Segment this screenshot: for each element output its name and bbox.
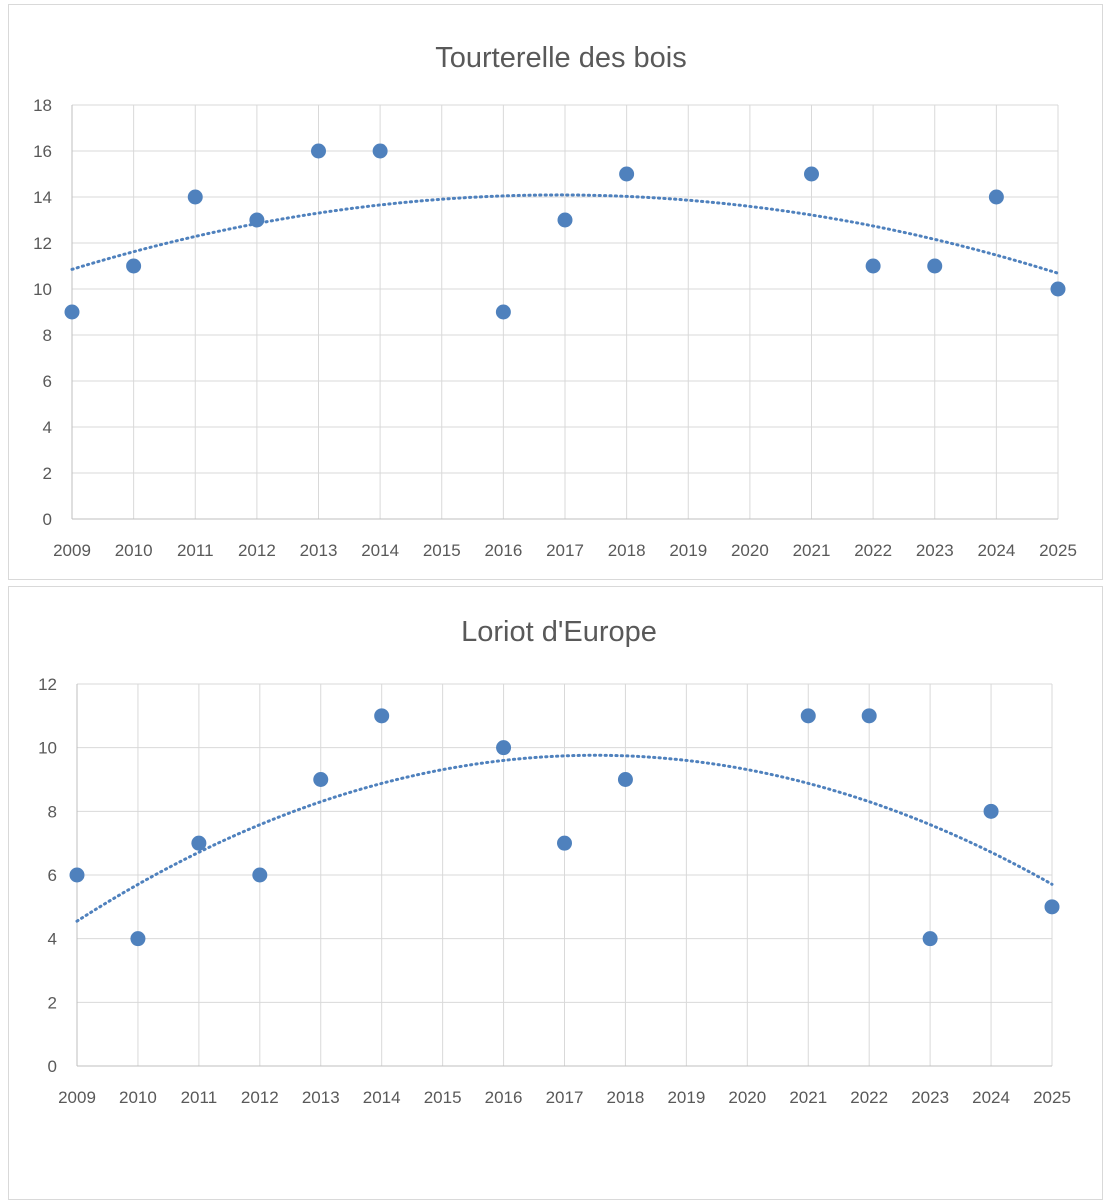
data-point	[800, 708, 816, 724]
x-tick-label: 2011	[177, 541, 214, 560]
data-point	[617, 772, 633, 787]
data-point	[927, 258, 943, 274]
data-point	[495, 304, 511, 320]
y-tick-label: 10	[38, 739, 57, 758]
data-point	[557, 212, 573, 228]
y-tick-label: 0	[43, 510, 52, 529]
x-tick-label: 2014	[363, 1088, 401, 1107]
x-tick-label: 2024	[972, 1088, 1010, 1107]
trendline	[70, 193, 1060, 275]
x-tick-label: 2009	[53, 541, 91, 560]
x-tick-label: 2021	[793, 541, 831, 560]
data-point	[252, 867, 268, 883]
data-point	[861, 708, 877, 724]
y-tick-label: 12	[38, 675, 57, 694]
data-point	[619, 166, 635, 182]
data-point	[126, 258, 142, 274]
data-point	[130, 931, 146, 947]
data-point	[1044, 899, 1060, 915]
x-tick-label: 2023	[916, 541, 954, 560]
trendline	[75, 753, 1054, 923]
x-tick-label: 2025	[1033, 1088, 1071, 1107]
x-tick-label: 2015	[424, 1088, 462, 1107]
y-tick-label: 10	[33, 280, 52, 299]
x-tick-label: 2015	[423, 541, 461, 560]
x-tick-label: 2010	[115, 541, 153, 560]
x-tick-label: 2022	[854, 541, 892, 560]
x-tick-label: 2021	[789, 1088, 827, 1107]
data-point	[496, 740, 512, 756]
data-point	[922, 931, 938, 947]
chart-tourterelle: Tourterelle des bois 0 2 4 6 8 10 12 14 16 18 2009…	[33, 42, 1077, 560]
x-tick-label: 2025	[1039, 541, 1077, 560]
data-point	[64, 304, 80, 320]
y-tick-label: 16	[33, 142, 52, 161]
y-tick-label: 6	[48, 866, 57, 885]
x-tick-label: 2018	[607, 1088, 645, 1107]
y-tick-label: 4	[48, 930, 57, 949]
x-tick-label: 2017	[546, 1088, 584, 1107]
chart-loriot: Loriot d'Europe 0 2 4 6 8 10 12 2009 2010 2011 201…	[38, 616, 1071, 1107]
data-point	[311, 143, 326, 159]
y-tick-label: 6	[43, 372, 52, 391]
x-tick-label: 2013	[302, 1088, 340, 1107]
x-tick-label: 2016	[485, 1088, 523, 1107]
chart-panel-loriot: Loriot d'Europe 0 2 4 6 8 10 12 2009 2010 2011 201…	[8, 586, 1103, 1200]
y-tick-label: 12	[33, 234, 52, 253]
data-point	[372, 143, 388, 159]
data-point	[187, 189, 203, 205]
x-tick-label: 2019	[667, 1088, 705, 1107]
x-tick-label: 2009	[58, 1088, 96, 1107]
data-point	[557, 835, 572, 851]
y-tick-label: 0	[48, 1057, 57, 1076]
y-tick-label: 2	[48, 993, 57, 1012]
x-tick-label: 2012	[238, 541, 276, 560]
x-tick-label: 2019	[669, 541, 707, 560]
y-tick-label: 14	[33, 188, 52, 207]
x-tick-label: 2022	[850, 1088, 888, 1107]
data-point	[69, 867, 85, 883]
x-tick-label: 2020	[728, 1088, 766, 1107]
y-tick-label: 4	[43, 418, 52, 437]
y-tick-label: 8	[48, 802, 57, 821]
x-tick-label: 2011	[181, 1088, 218, 1107]
data-point	[804, 166, 819, 182]
y-tick-label: 2	[43, 464, 52, 483]
data-point	[1050, 281, 1066, 297]
x-tick-label: 2014	[361, 541, 399, 560]
x-tick-label: 2012	[241, 1088, 279, 1107]
x-tick-label: 2016	[484, 541, 522, 560]
data-point	[865, 258, 881, 274]
x-tick-label: 2010	[119, 1088, 157, 1107]
x-tick-label: 2023	[911, 1088, 949, 1107]
x-tick-label: 2013	[300, 541, 338, 560]
chart-title: Loriot d'Europe	[461, 616, 657, 648]
x-tick-label: 2017	[546, 541, 584, 560]
chart-title: Tourterelle des bois	[435, 42, 686, 74]
x-tick-label: 2018	[608, 541, 646, 560]
data-point	[191, 835, 207, 851]
chart-panel-tourterelle: Tourterelle des bois 0 2 4 6 8 10 12 14 16 18 2009…	[8, 4, 1103, 580]
x-tick-label: 2020	[731, 541, 769, 560]
x-tick-label: 2024	[977, 541, 1015, 560]
data-point	[374, 708, 390, 724]
y-tick-label: 8	[43, 326, 52, 345]
data-point	[983, 803, 999, 819]
data-point	[988, 189, 1004, 205]
data-point	[249, 212, 265, 228]
y-tick-label: 18	[33, 96, 52, 115]
data-point	[313, 772, 329, 787]
